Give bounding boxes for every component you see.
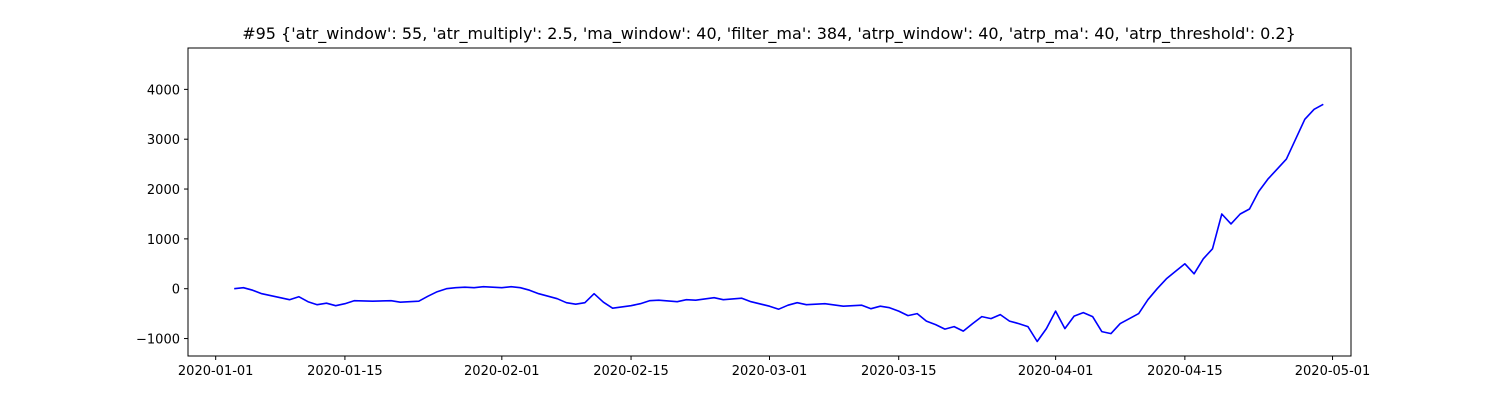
y-tick-label: 2000: [147, 183, 180, 198]
x-tick-label: 2020-03-01: [732, 364, 808, 379]
y-tick-label: 1000: [147, 233, 180, 248]
x-tick-label: 2020-02-01: [464, 364, 540, 379]
x-tick-label: 2020-02-15: [593, 364, 669, 379]
y-tick-label: −1000: [136, 333, 180, 348]
x-tick-label: 2020-01-15: [307, 364, 383, 379]
plot-area: [234, 103, 1324, 343]
y-tick-label: 4000: [147, 83, 180, 98]
x-axis: 2020-01-01 2020-01-15 2020-02-01 2020-02-15…: [178, 356, 1370, 379]
plot-frame: [187, 47, 1352, 357]
x-tick-label: 2020-05-01: [1295, 364, 1371, 379]
x-tick-label: 2020-04-15: [1147, 364, 1223, 379]
y-tick-label: 0: [172, 283, 180, 298]
y-tick-label: 3000: [147, 133, 180, 148]
y-axis: −1000 0 1000 2000 3000 4000: [136, 83, 188, 348]
x-tick-label: 2020-04-01: [1018, 364, 1094, 379]
chart-title: #95 {'atr_window': 55, 'atr_multiply': 2…: [242, 24, 1296, 44]
x-tick-label: 2020-01-01: [178, 364, 254, 379]
x-tick-label: 2020-03-15: [861, 364, 937, 379]
series-line: [234, 103, 1324, 343]
